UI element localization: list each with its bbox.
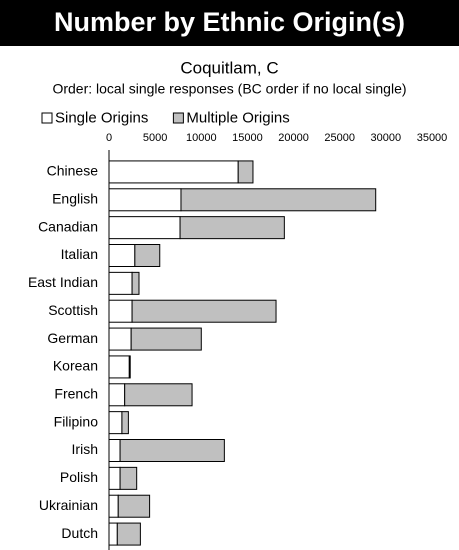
- bar-segment: [108, 522, 118, 546]
- bar-segment: [119, 466, 138, 490]
- y-tick-label: Canadian: [38, 218, 98, 234]
- x-tick-label: 15000: [232, 132, 263, 144]
- y-tick-label: Scottish: [48, 302, 98, 318]
- y-tick-label: Chinese: [47, 163, 99, 179]
- x-tick-label: 0: [106, 132, 112, 144]
- x-tick-label: 35000: [417, 132, 448, 144]
- y-tick-label: German: [47, 330, 98, 346]
- bar-segment: [108, 244, 136, 267]
- y-tick-label: Dutch: [61, 525, 98, 541]
- chart-note: Order: local single responses (BC order …: [52, 81, 406, 97]
- bar-segment: [128, 355, 131, 379]
- bar-segment: [179, 216, 285, 240]
- bar-segment: [130, 327, 202, 351]
- bar-segment: [119, 439, 225, 462]
- bar-segment: [108, 494, 119, 518]
- y-tick-label: Korean: [53, 358, 98, 374]
- bar-segment: [108, 439, 121, 462]
- bar-segment: [131, 299, 277, 323]
- y-tick-label: Italian: [61, 246, 98, 262]
- y-tick-label: Irish: [72, 441, 98, 457]
- bar-segment: [124, 383, 193, 407]
- x-tick-label: 20000: [278, 132, 309, 144]
- bar-segment: [121, 411, 129, 435]
- title-banner: [0, 0, 459, 46]
- legend-label: Single Origins: [55, 109, 148, 126]
- bar-segment: [134, 244, 161, 267]
- y-tick-label: Ukrainian: [39, 497, 98, 513]
- legend-swatch: [41, 112, 53, 124]
- bar-segment: [108, 383, 126, 407]
- legend-label: Multiple Origins: [186, 109, 289, 126]
- bar-segment: [108, 411, 123, 435]
- x-tick-label: 10000: [186, 132, 217, 144]
- bar-segment: [108, 327, 132, 351]
- bar-segment: [108, 355, 130, 379]
- bar-segment: [108, 216, 181, 240]
- y-tick-label: Filipino: [54, 413, 99, 429]
- y-tick-label: Polish: [60, 469, 98, 485]
- legend-swatch: [172, 112, 184, 124]
- bar-segment: [108, 271, 133, 295]
- chart-subtitle: Coquitlam, C: [180, 58, 278, 77]
- bar-segment: [117, 494, 151, 518]
- bar-segment: [108, 160, 239, 184]
- bar-segment: [108, 188, 182, 212]
- y-tick-label: East Indian: [28, 274, 98, 290]
- bar-segment: [237, 160, 254, 184]
- bar-segment: [108, 299, 133, 323]
- y-tick-label: French: [54, 385, 98, 401]
- x-tick-label: 30000: [371, 132, 402, 144]
- x-tick-label: 25000: [324, 132, 355, 144]
- bar-segment: [116, 522, 141, 546]
- chart-title: Number by Ethnic Origin(s): [54, 7, 405, 37]
- x-tick-label: 5000: [143, 132, 167, 144]
- bar-segment: [180, 188, 377, 212]
- bar-segment: [131, 271, 140, 295]
- bar-segment: [108, 466, 121, 490]
- y-tick-label: English: [52, 190, 98, 206]
